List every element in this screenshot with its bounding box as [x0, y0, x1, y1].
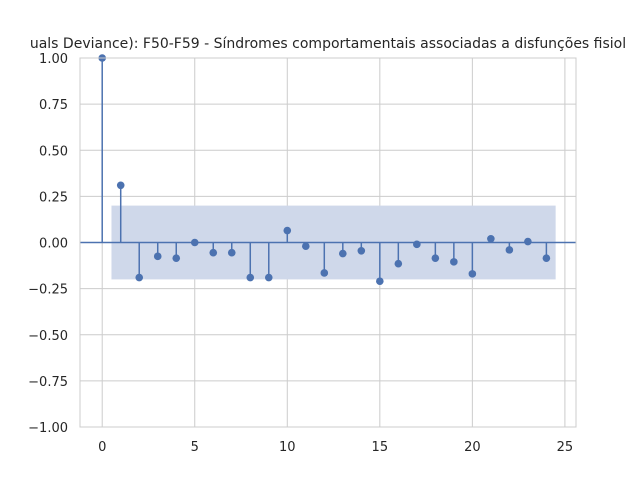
acf-point [246, 273, 255, 282]
acf-point [172, 254, 181, 262]
y-tick-label: 0.00 [39, 237, 68, 252]
x-tick-label: 0 [98, 440, 106, 455]
acf-point [153, 252, 162, 261]
acf-point [505, 246, 514, 254]
markers [98, 54, 551, 286]
y-tick-label: −0.50 [28, 329, 68, 344]
x-tick-label: 10 [279, 440, 296, 455]
y-tick-label: 1.00 [39, 52, 68, 67]
acf-point [357, 247, 366, 255]
y-tick-label: 0.50 [39, 144, 68, 159]
x-tick-label: 20 [464, 440, 481, 455]
acf-point [468, 270, 477, 278]
y-tick-label: 0.25 [39, 190, 68, 205]
x-tick-label: 15 [372, 440, 389, 455]
acf-point [524, 237, 532, 246]
acf-point [135, 273, 144, 282]
chart-title: uals Deviance): F50-F59 - Síndromes comp… [30, 36, 626, 52]
acf-point [413, 240, 421, 249]
acf-point [190, 238, 199, 247]
acf-point [542, 254, 551, 262]
y-tick-labels: −1.00 −0.75 −0.50 −0.25 0.00 0.25 0.50 0.75 1.00 [28, 52, 68, 436]
y-tick-label: −1.00 [28, 421, 68, 436]
y-tick-label: 0.75 [39, 98, 68, 113]
acf-point [283, 226, 292, 235]
acf-point [431, 254, 440, 262]
x-tick-label: 5 [191, 440, 199, 455]
x-tick-label: 25 [557, 440, 574, 455]
acf-point [376, 277, 384, 286]
y-tick-label: −0.25 [28, 283, 68, 298]
x-tick-labels: 0 5 10 15 20 25 [98, 440, 573, 455]
acf-point [264, 273, 273, 282]
y-tick-label: −0.75 [28, 375, 68, 390]
acf-point [339, 249, 347, 258]
plot-frame [79, 57, 577, 428]
acf-point [394, 259, 403, 268]
acf-point [320, 269, 329, 277]
acf-point [209, 248, 218, 257]
acf-point [487, 235, 495, 243]
acf-point [301, 242, 310, 250]
acf-point [227, 248, 236, 257]
acf-point [116, 181, 125, 190]
acf-point [450, 258, 458, 266]
